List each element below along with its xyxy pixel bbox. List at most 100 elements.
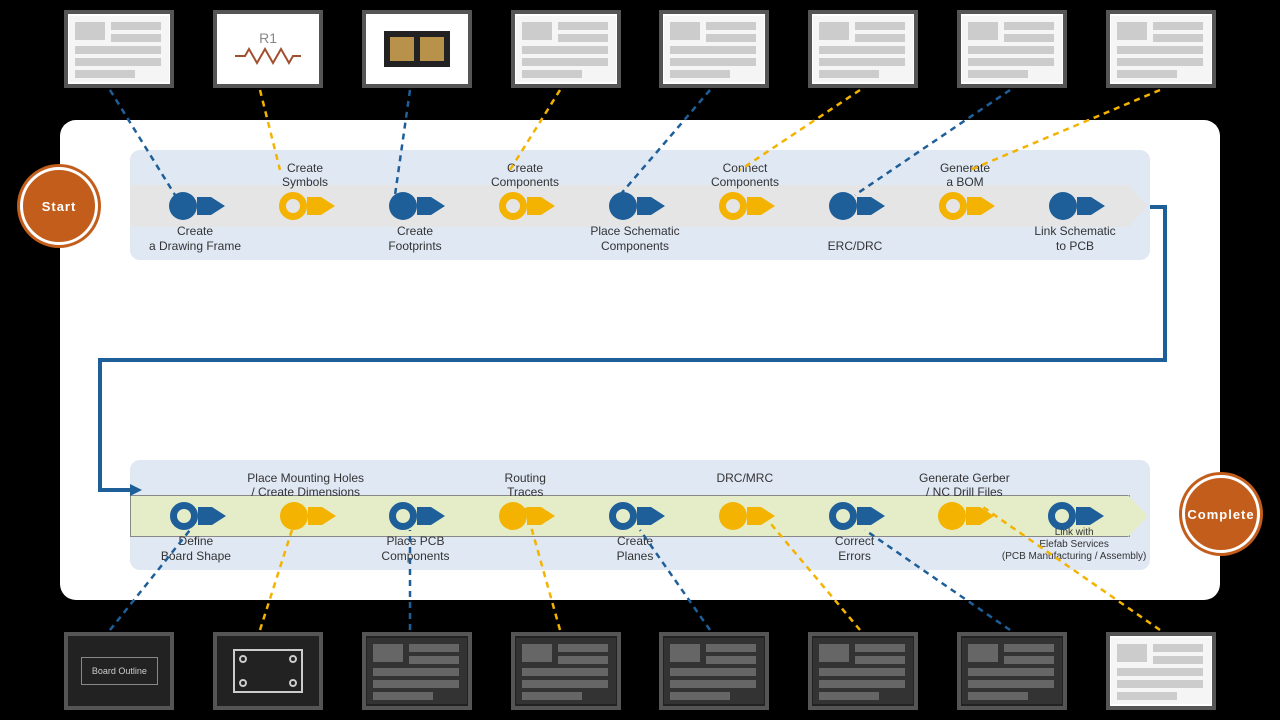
top-thumbnail xyxy=(511,10,621,88)
step-icon xyxy=(499,191,551,221)
step-label: CreateSymbols xyxy=(245,161,365,190)
step-circle-icon xyxy=(170,502,198,530)
step-arrow-icon xyxy=(527,197,541,215)
step-label: Generatea BOM xyxy=(905,161,1025,190)
step-label: CreatePlanes xyxy=(575,534,695,563)
step-arrow-icon xyxy=(197,197,211,215)
step-circle-icon xyxy=(938,502,966,530)
step-circle-icon xyxy=(279,192,307,220)
bottom-thumbnail xyxy=(1106,632,1216,710)
schematic-step: Place SchematicComponents xyxy=(580,191,690,221)
step-arrow-icon xyxy=(967,197,981,215)
bottom-thumbnail xyxy=(808,632,918,710)
step-circle-icon xyxy=(169,192,197,220)
step-circle-icon xyxy=(280,502,308,530)
step-icon xyxy=(1049,191,1101,221)
top-thumbnail xyxy=(659,10,769,88)
step-label: CorrectErrors xyxy=(795,534,915,563)
step-circle-icon xyxy=(389,502,417,530)
step-circle-icon xyxy=(609,502,637,530)
step-label: Place Mounting Holes/ Create Dimensions xyxy=(246,471,366,500)
step-label: CreateComponents xyxy=(465,161,585,190)
step-label: DefineBoard Shape xyxy=(136,534,256,563)
step-label: ERC/DRC xyxy=(795,239,915,253)
step-label: Place PCBComponents xyxy=(355,534,475,563)
step-icon xyxy=(609,191,661,221)
step-icon xyxy=(170,501,222,531)
pcb-step: RoutingTraces xyxy=(470,501,580,531)
step-icon xyxy=(279,191,331,221)
step-icon xyxy=(719,501,771,531)
pcb-step: Place PCBComponents xyxy=(361,501,471,531)
step-label: Place SchematicComponents xyxy=(575,224,695,253)
pcb-step: DRC/MRC xyxy=(690,501,800,531)
step-icon xyxy=(169,191,221,221)
pcb-ribbon: DefineBoard ShapePlace Mounting Holes/ C… xyxy=(130,495,1130,537)
step-circle-icon xyxy=(1049,192,1077,220)
step-label: CreateFootprints xyxy=(355,224,475,253)
step-icon xyxy=(389,191,441,221)
schematic-step: CreateSymbols xyxy=(250,191,360,221)
step-icon xyxy=(829,501,881,531)
step-icon xyxy=(938,501,990,531)
ribbon-arrowhead xyxy=(1128,495,1148,537)
pcb-step: DefineBoard Shape xyxy=(141,501,251,531)
step-circle-icon xyxy=(719,192,747,220)
step-circle-icon xyxy=(499,502,527,530)
top-thumbnail xyxy=(808,10,918,88)
top-thumbnail xyxy=(957,10,1067,88)
top-thumbnail xyxy=(1106,10,1216,88)
step-label: ConnectComponents xyxy=(685,161,805,190)
bottom-thumbnail xyxy=(511,632,621,710)
step-circle-icon xyxy=(719,502,747,530)
workflow-panel: Createa Drawing FrameCreateSymbolsCreate… xyxy=(60,120,1220,600)
step-label: RoutingTraces xyxy=(465,471,585,500)
complete-badge: Complete xyxy=(1182,475,1260,553)
step-label: Createa Drawing Frame xyxy=(135,224,255,253)
step-icon xyxy=(389,501,441,531)
schematic-step: Link Schematicto PCB xyxy=(1020,191,1130,221)
step-icon xyxy=(499,501,551,531)
start-badge: Start xyxy=(20,167,98,245)
pcb-step: CorrectErrors xyxy=(800,501,910,531)
step-circle-icon xyxy=(829,502,857,530)
pcb-flow-band: DefineBoard ShapePlace Mounting Holes/ C… xyxy=(130,460,1150,570)
step-arrow-icon xyxy=(198,507,212,525)
step-arrow-icon xyxy=(637,197,651,215)
pcb-step: Link withElefab Services(PCB Manufacturi… xyxy=(1019,501,1129,531)
schematic-flow-band: Createa Drawing FrameCreateSymbolsCreate… xyxy=(130,150,1150,260)
schematic-step: Createa Drawing Frame xyxy=(140,191,250,221)
schematic-step: ConnectComponents xyxy=(690,191,800,221)
step-arrow-icon xyxy=(637,507,651,525)
schematic-step: CreateFootprints xyxy=(360,191,470,221)
bottom-thumbnail xyxy=(659,632,769,710)
step-arrow-icon xyxy=(747,507,761,525)
step-arrow-icon xyxy=(966,507,980,525)
step-circle-icon xyxy=(389,192,417,220)
step-circle-icon xyxy=(1048,502,1076,530)
schematic-step: Generatea BOM xyxy=(910,191,1020,221)
step-label: Link Schematicto PCB xyxy=(1015,224,1135,253)
step-arrow-icon xyxy=(857,507,871,525)
step-arrow-icon xyxy=(417,197,431,215)
step-label: DRC/MRC xyxy=(685,471,805,485)
bottom-thumbnail xyxy=(957,632,1067,710)
bottom-thumbnail: Board Outline xyxy=(64,632,174,710)
bottom-thumbnail-row: Board Outline xyxy=(0,632,1280,710)
step-icon xyxy=(609,501,661,531)
step-icon xyxy=(719,191,771,221)
step-arrow-icon xyxy=(747,197,761,215)
top-thumbnail xyxy=(64,10,174,88)
pcb-step: Place Mounting Holes/ Create Dimensions xyxy=(251,501,361,531)
top-thumbnail xyxy=(362,10,472,88)
step-arrow-icon xyxy=(308,507,322,525)
schematic-ribbon: Createa Drawing FrameCreateSymbolsCreate… xyxy=(130,185,1130,227)
step-icon xyxy=(939,191,991,221)
step-circle-icon xyxy=(609,192,637,220)
step-arrow-icon xyxy=(417,507,431,525)
step-circle-icon xyxy=(939,192,967,220)
step-circle-icon xyxy=(499,192,527,220)
step-arrow-icon xyxy=(307,197,321,215)
schematic-step: ERC/DRC xyxy=(800,191,910,221)
step-icon xyxy=(829,191,881,221)
